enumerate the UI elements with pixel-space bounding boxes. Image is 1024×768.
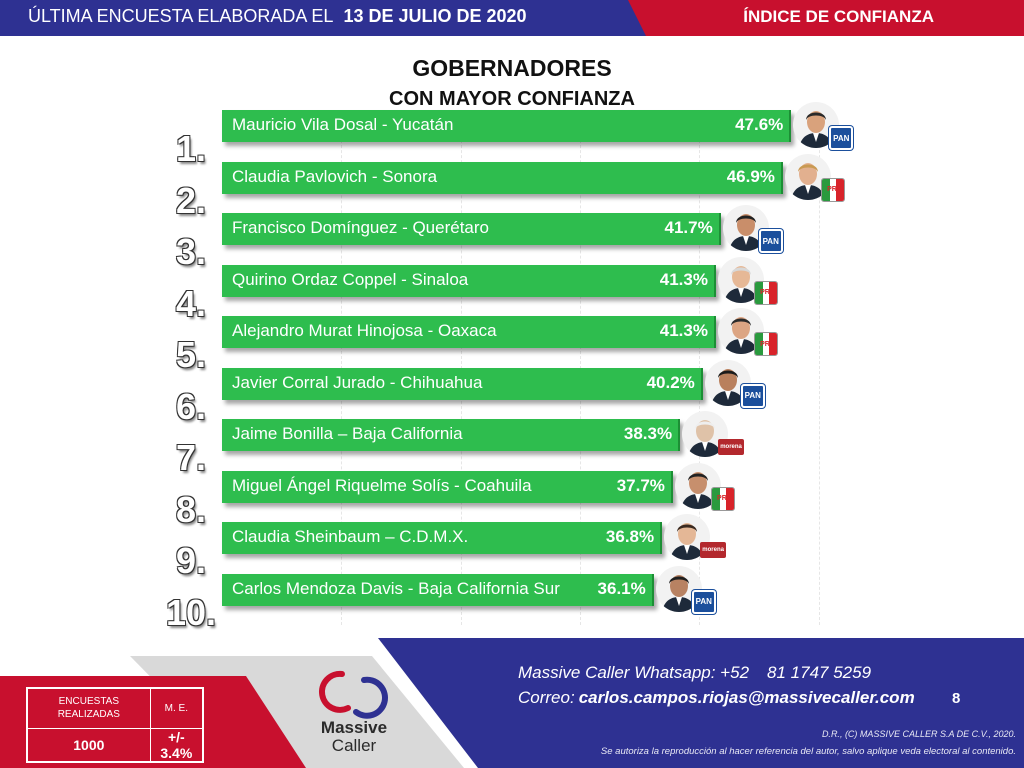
bar-value-label: 36.1% bbox=[597, 578, 646, 598]
rank-number: 3. bbox=[175, 231, 206, 272]
survey-stats-table: ENCUESTAS REALIZADAS M. E. 1000 +/- 3.4% bbox=[26, 687, 204, 763]
massive-caller-logo: Massive Caller bbox=[304, 668, 404, 764]
morena-logo: morena bbox=[718, 439, 745, 455]
pan-logo: PAN bbox=[758, 229, 783, 253]
bar-value-label: 36.8% bbox=[605, 527, 655, 546]
bar: Alejandro Murat Hinojosa - Oaxaca 41.3% bbox=[222, 316, 716, 348]
survey-date: 13 DE JULIO DE 2020 bbox=[343, 6, 527, 26]
bar-category-label: Claudia Pavlovich - Sonora bbox=[232, 166, 438, 186]
bar: Miguel Ángel Riquelme Solís - Coahuila 37… bbox=[222, 470, 673, 503]
bar-value-label: 47.6% bbox=[735, 115, 784, 134]
governor-photo bbox=[674, 462, 721, 509]
pan-logo: PAN bbox=[691, 589, 716, 614]
bar-value-label: 41.7% bbox=[664, 218, 713, 237]
governor-photo bbox=[655, 565, 702, 612]
pan-logo: PAN bbox=[740, 383, 765, 408]
rank-number: 1. bbox=[175, 128, 206, 169]
email-address[interactable]: carlos.campos.riojas@massivecaller.com bbox=[578, 688, 915, 707]
bar: Mauricio Vila Dosal - Yucatán 47.6% bbox=[222, 110, 792, 142]
whatsapp-contact: Massive Caller Whatsapp: +52 81 1747 5259 bbox=[518, 663, 871, 683]
bar: Jaime Bonilla – Baja California 38.3% bbox=[222, 419, 681, 451]
bar-value-label: 46.9% bbox=[726, 166, 775, 186]
pri-logo: PRI bbox=[753, 280, 778, 305]
bar: Carlos Mendoza Davis - Baja California S… bbox=[222, 573, 654, 606]
rank-number: 4. bbox=[175, 282, 206, 324]
rank-number: 2. bbox=[175, 179, 206, 221]
bar-value-label: 40.2% bbox=[646, 372, 695, 392]
bar-category-label: Alejandro Murat Hinojosa - Oaxaca bbox=[232, 321, 497, 340]
governor-photo bbox=[717, 256, 764, 303]
index-title: ÍNDICE DE CONFIANZA bbox=[743, 7, 934, 26]
bar-value-label: 41.3% bbox=[659, 269, 708, 289]
pri-logo: PRI bbox=[753, 332, 778, 356]
logo-text-massive: Massive bbox=[320, 718, 388, 737]
margin-error-value: +/- 3.4% bbox=[149, 727, 204, 762]
whatsapp-number: 81 1747 5259 bbox=[767, 663, 872, 682]
chart-subtitle: CON MAYOR CONFIANZA bbox=[0, 88, 1024, 111]
rank-number: 8. bbox=[175, 488, 206, 530]
bar-chart: 1. Mauricio Vila Dosal - Yucatán 47.6% PAN 2… bbox=[165, 102, 854, 633]
pri-logo: PRI bbox=[820, 177, 845, 202]
bar-category-label: Quirino Ordaz Coppel - Sinaloa bbox=[232, 269, 469, 289]
chart-title: GOBERNADORES bbox=[412, 55, 612, 81]
morena-logo: morena bbox=[700, 542, 727, 558]
bar: Claudia Sheinbaum – C.D.M.X. 36.8% bbox=[222, 522, 663, 554]
bar-category-label: Francisco Domínguez - Querétaro bbox=[232, 218, 489, 237]
bar-category-label: Claudia Sheinbaum – C.D.M.X. bbox=[232, 527, 469, 546]
governor-photo bbox=[784, 153, 831, 200]
bar: Francisco Domínguez - Querétaro 41.7% bbox=[222, 213, 721, 245]
rank-number: 10. bbox=[165, 591, 216, 633]
bar-category-label: Mauricio Vila Dosal - Yucatán bbox=[232, 115, 454, 134]
pri-logo: PRI bbox=[710, 486, 735, 511]
logo-text-caller: Caller bbox=[331, 736, 377, 755]
email-label: Correo: bbox=[518, 688, 575, 707]
bar-category-label: Jaime Bonilla – Baja California bbox=[232, 424, 463, 443]
logo-icon bbox=[319, 670, 388, 719]
rank-number: 7. bbox=[175, 437, 206, 478]
email-contact: Correo: carlos.campos.riojas@massivecalle… bbox=[518, 688, 915, 708]
surveys-header: ENCUESTAS REALIZADAS bbox=[26, 687, 151, 729]
bar-category-label: Javier Corral Jurado - Chihuahua bbox=[232, 372, 483, 392]
whatsapp-label: Massive Caller Whatsapp: +52 bbox=[518, 663, 750, 682]
rank-number: 6. bbox=[175, 385, 206, 427]
bar-value-label: 41.3% bbox=[659, 321, 708, 340]
copyright-text: D.R., (C) MASSIVE CALLER S.A DE C.V., 20… bbox=[821, 729, 1016, 739]
header-banner: ÚLTIMA ENCUESTA ELABORADA EL 13 DE JULIO … bbox=[0, 0, 1024, 36]
governor-photo bbox=[664, 514, 711, 560]
header-background bbox=[0, 0, 1024, 36]
survey-date-label: ÚLTIMA ENCUESTA ELABORADA EL bbox=[28, 6, 334, 26]
survey-date-line: ÚLTIMA ENCUESTA ELABORADA EL 13 DE JULIO … bbox=[28, 6, 527, 27]
bar-category-label: Carlos Mendoza Davis - Baja California S… bbox=[232, 578, 560, 598]
page-number: 8 bbox=[952, 690, 961, 707]
pan-logo: PAN bbox=[829, 126, 854, 150]
bar: Quirino Ordaz Coppel - Sinaloa 41.3% bbox=[222, 264, 716, 297]
chart-subtitle-text: CON MAYOR CONFIANZA bbox=[389, 88, 635, 110]
authorization-text: Se autoriza la reproducción al hacer ref… bbox=[600, 746, 1016, 757]
bar: Claudia Pavlovich - Sonora 46.9% bbox=[222, 161, 783, 194]
bar-value-label: 37.7% bbox=[616, 475, 665, 495]
bar-category-label: Miguel Ángel Riquelme Solís - Coahuila bbox=[232, 475, 532, 495]
surveys-value: 1000 bbox=[26, 727, 151, 762]
margin-error-header: M. E. bbox=[149, 687, 204, 729]
rank-number: 5. bbox=[175, 334, 206, 375]
bar: Javier Corral Jurado - Chihuahua 40.2% bbox=[222, 367, 703, 400]
rank-number: 9. bbox=[175, 540, 206, 581]
gridline bbox=[818, 110, 820, 625]
bar-value-label: 38.3% bbox=[623, 424, 673, 443]
